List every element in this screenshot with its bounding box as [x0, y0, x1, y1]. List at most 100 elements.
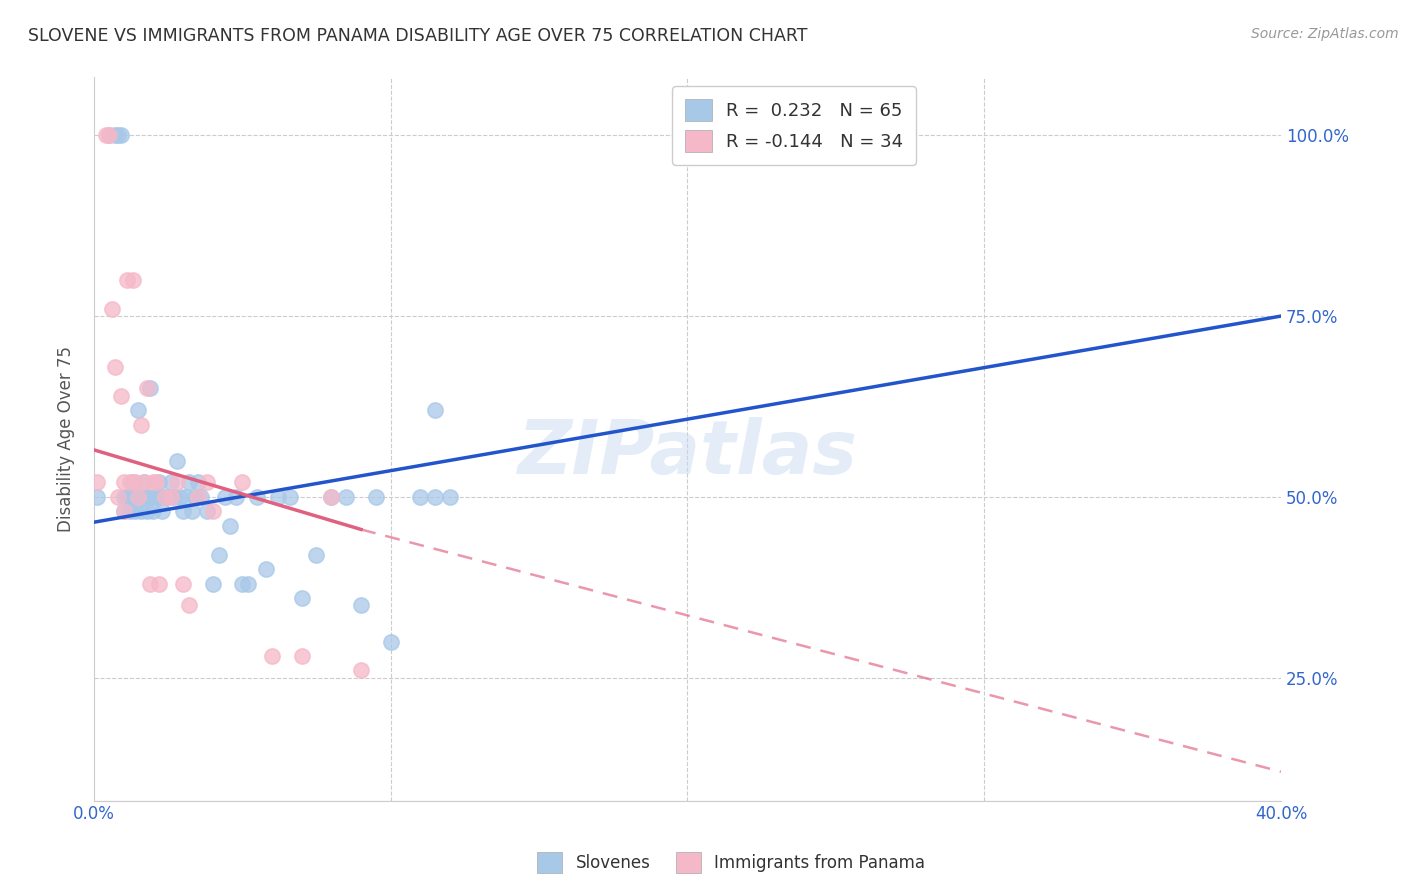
Point: [201, 504, 224, 518]
Point: [148, 490, 170, 504]
Point: [124, 490, 146, 504]
Point: [166, 454, 188, 468]
Point: [131, 417, 153, 432]
Point: [201, 576, 224, 591]
Text: SLOVENE VS IMMIGRANTS FROM PANAMA DISABILITY AGE OVER 75 CORRELATION CHART: SLOVENE VS IMMIGRANTS FROM PANAMA DISABI…: [28, 27, 807, 45]
Point: [134, 475, 156, 490]
Point: [112, 490, 135, 504]
Point: [115, 490, 138, 504]
Point: [136, 504, 159, 518]
Legend: Slovenes, Immigrants from Panama: Slovenes, Immigrants from Panama: [530, 846, 932, 880]
Point: [278, 490, 301, 504]
Point: [131, 504, 153, 518]
Text: ZIPatlas: ZIPatlas: [517, 417, 858, 490]
Point: [267, 490, 290, 504]
Point: [177, 475, 200, 490]
Point: [350, 664, 373, 678]
Point: [169, 490, 191, 504]
Point: [160, 475, 183, 490]
Text: Source: ZipAtlas.com: Source: ZipAtlas.com: [1251, 27, 1399, 41]
Point: [124, 504, 146, 518]
Point: [150, 504, 173, 518]
Point: [219, 518, 242, 533]
Point: [148, 576, 170, 591]
Y-axis label: Disability Age Over 75: Disability Age Over 75: [58, 346, 75, 532]
Point: [139, 381, 162, 395]
Point: [195, 475, 218, 490]
Point: [127, 490, 149, 504]
Point: [104, 359, 127, 374]
Point: [439, 490, 461, 504]
Point: [180, 504, 202, 518]
Point: [142, 490, 165, 504]
Point: [190, 490, 212, 504]
Point: [112, 475, 135, 490]
Point: [115, 273, 138, 287]
Point: [172, 576, 194, 591]
Point: [121, 273, 143, 287]
Point: [160, 490, 183, 504]
Point: [97, 128, 120, 143]
Point: [145, 490, 167, 504]
Point: [195, 504, 218, 518]
Point: [142, 504, 165, 518]
Point: [124, 475, 146, 490]
Point: [127, 403, 149, 417]
Point: [86, 490, 108, 504]
Point: [110, 128, 132, 143]
Point: [246, 490, 269, 504]
Point: [134, 490, 156, 504]
Point: [136, 381, 159, 395]
Point: [110, 389, 132, 403]
Point: [121, 490, 143, 504]
Point: [425, 490, 447, 504]
Point: [104, 128, 127, 143]
Point: [112, 504, 135, 518]
Point: [335, 490, 357, 504]
Point: [136, 490, 159, 504]
Point: [86, 475, 108, 490]
Point: [121, 475, 143, 490]
Point: [94, 128, 117, 143]
Point: [107, 490, 129, 504]
Point: [172, 504, 194, 518]
Legend: R =  0.232   N = 65, R = -0.144   N = 34: R = 0.232 N = 65, R = -0.144 N = 34: [672, 87, 915, 165]
Point: [187, 475, 209, 490]
Point: [127, 490, 149, 504]
Point: [184, 490, 207, 504]
Point: [254, 562, 277, 576]
Point: [157, 490, 180, 504]
Point: [112, 504, 135, 518]
Point: [380, 634, 402, 648]
Point: [118, 504, 141, 518]
Point: [214, 490, 236, 504]
Point: [409, 490, 432, 504]
Point: [225, 490, 247, 504]
Point: [231, 576, 253, 591]
Point: [350, 599, 373, 613]
Point: [177, 599, 200, 613]
Point: [148, 475, 170, 490]
Point: [174, 490, 197, 504]
Point: [321, 490, 343, 504]
Point: [260, 648, 283, 663]
Point: [166, 475, 188, 490]
Point: [425, 403, 447, 417]
Point: [145, 475, 167, 490]
Point: [163, 490, 186, 504]
Point: [364, 490, 387, 504]
Point: [305, 548, 328, 562]
Point: [134, 475, 156, 490]
Point: [97, 128, 120, 143]
Point: [291, 591, 314, 606]
Point: [139, 576, 162, 591]
Point: [238, 576, 260, 591]
Point: [153, 490, 176, 504]
Point: [107, 128, 129, 143]
Point: [131, 490, 153, 504]
Point: [321, 490, 343, 504]
Point: [118, 490, 141, 504]
Point: [118, 475, 141, 490]
Point: [142, 475, 165, 490]
Point: [231, 475, 253, 490]
